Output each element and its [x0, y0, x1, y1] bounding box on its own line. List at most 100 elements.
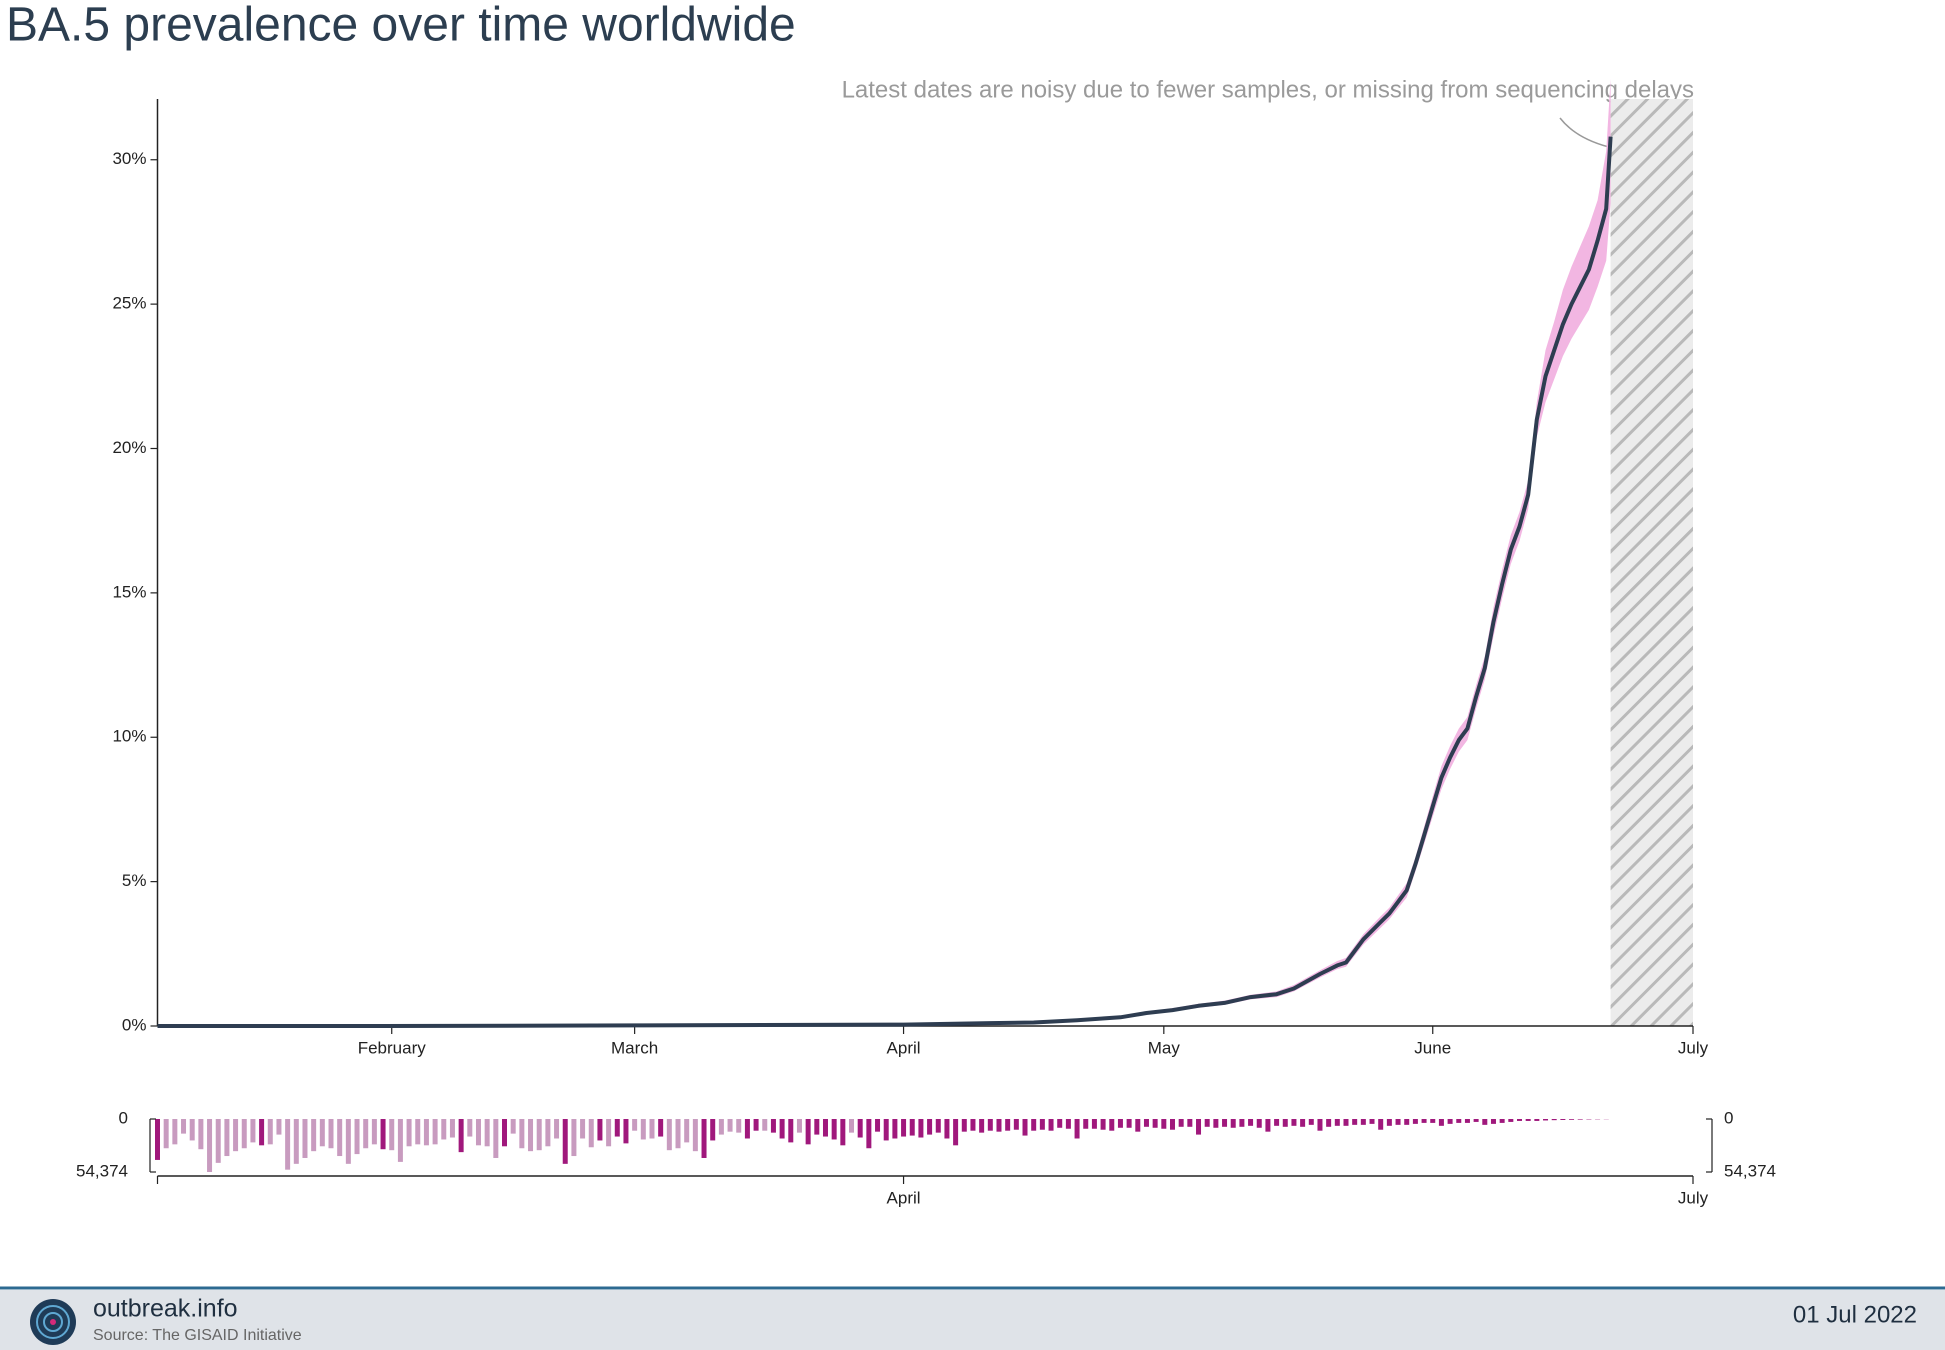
sample-bar	[1560, 1119, 1566, 1120]
sample-bar	[1031, 1119, 1037, 1131]
sample-bar	[597, 1119, 603, 1141]
sample-bar	[198, 1119, 204, 1150]
sample-bar	[1274, 1119, 1280, 1126]
sample-bar	[1473, 1119, 1479, 1122]
sample-bar	[1248, 1119, 1254, 1126]
sample-bar	[1516, 1119, 1522, 1121]
sample-bar	[918, 1119, 924, 1138]
sample-bar	[1464, 1119, 1470, 1123]
sample-bar	[1404, 1119, 1410, 1125]
sample-bar	[1317, 1119, 1323, 1131]
sample-bar	[875, 1119, 881, 1132]
sample-bar	[215, 1119, 221, 1163]
sample-bar	[1551, 1119, 1557, 1121]
date: 01 Jul 2022	[1793, 1301, 1917, 1328]
sample-bar	[1100, 1119, 1106, 1130]
sample-bar	[1196, 1119, 1202, 1135]
sample-bar	[1569, 1119, 1575, 1120]
sample-bar	[1152, 1119, 1158, 1128]
sample-bar	[866, 1119, 872, 1149]
sample-bar	[475, 1119, 481, 1146]
sample-bar	[423, 1119, 429, 1146]
sample-bar	[753, 1119, 759, 1131]
sample-bar	[1239, 1119, 1245, 1127]
sample-bar	[718, 1119, 724, 1135]
sample-bar	[770, 1119, 776, 1133]
sample-bar	[1508, 1119, 1514, 1122]
y-tick-label: 30%	[112, 149, 146, 168]
sample-bar	[1352, 1119, 1358, 1125]
sample-bar	[1213, 1119, 1219, 1128]
sample-bar	[389, 1119, 395, 1151]
sample-bar	[458, 1119, 464, 1153]
sample-bar	[1577, 1119, 1583, 1120]
y-tick-label: 54,374	[76, 1161, 128, 1180]
sample-bar	[944, 1119, 950, 1139]
sample-bar	[1291, 1119, 1297, 1126]
sample-bar	[1543, 1119, 1549, 1121]
sample-bar	[632, 1119, 638, 1131]
sample-bar	[1135, 1119, 1141, 1132]
sample-bar	[857, 1119, 863, 1138]
sample-bar	[545, 1119, 551, 1147]
sample-bar	[1204, 1119, 1210, 1127]
sample-bar	[276, 1119, 282, 1135]
sample-bar	[805, 1119, 811, 1145]
sample-bar	[1074, 1119, 1080, 1139]
y-tick-label-right: 0	[1724, 1108, 1733, 1127]
x-tick-label: April	[887, 1038, 921, 1057]
sample-bar	[788, 1119, 794, 1143]
sample-bar	[675, 1119, 681, 1149]
sample-bar	[467, 1119, 473, 1137]
sample-bar	[1091, 1119, 1097, 1129]
sample-bar	[510, 1119, 516, 1134]
sample-bar	[1438, 1119, 1444, 1126]
sample-bar	[1065, 1119, 1071, 1129]
sample-bar	[554, 1119, 560, 1139]
sample-bar	[1178, 1119, 1184, 1127]
annotation: Latest dates are noisy due to fewer samp…	[842, 76, 1694, 103]
sample-bar	[571, 1119, 577, 1157]
main-plot: 0% 5% 10% 15% 20% 25% 30% February March April May…	[112, 78, 1709, 1057]
sample-bar	[909, 1119, 915, 1136]
sample-bar	[1013, 1119, 1019, 1130]
sample-bar	[345, 1119, 351, 1164]
sample-bar	[892, 1119, 898, 1139]
x-tick-label: April	[887, 1188, 921, 1207]
sample-bar	[727, 1119, 733, 1132]
y-tick-label: 25%	[112, 294, 146, 313]
sample-bar	[1334, 1119, 1340, 1126]
sample-bar	[337, 1119, 343, 1157]
sample-bar	[319, 1119, 325, 1147]
sample-bar	[666, 1119, 672, 1151]
sample-bar	[649, 1119, 655, 1139]
sample-bar	[415, 1119, 421, 1145]
sample-bar	[1022, 1119, 1028, 1136]
sample-bar	[684, 1119, 690, 1143]
sample-bar	[901, 1119, 907, 1137]
sample-bar	[189, 1119, 195, 1141]
x-tick-label: July	[1678, 1188, 1709, 1207]
sample-bar	[1117, 1119, 1123, 1128]
sample-bar	[354, 1119, 360, 1155]
sample-bar	[250, 1119, 256, 1143]
sample-bar	[640, 1119, 646, 1140]
footer	[0, 1290, 1945, 1350]
sample-bar	[1222, 1119, 1228, 1127]
sample-bar	[441, 1119, 447, 1140]
sample-bar	[1386, 1119, 1392, 1126]
sample-bar	[1482, 1119, 1488, 1125]
sample-bar	[1499, 1119, 1505, 1123]
chart-title: BA.5 prevalence over time worldwide	[6, 0, 796, 52]
sample-bar	[796, 1119, 802, 1133]
sample-bar	[493, 1119, 499, 1158]
sample-bar	[484, 1119, 490, 1147]
sample-bar	[207, 1119, 213, 1172]
sample-bar	[1265, 1119, 1271, 1132]
sample-bar	[710, 1119, 716, 1141]
sample-bar	[1230, 1119, 1236, 1128]
sample-bar	[371, 1119, 377, 1145]
sample-bar	[363, 1119, 369, 1149]
sample-bar	[1308, 1119, 1314, 1125]
